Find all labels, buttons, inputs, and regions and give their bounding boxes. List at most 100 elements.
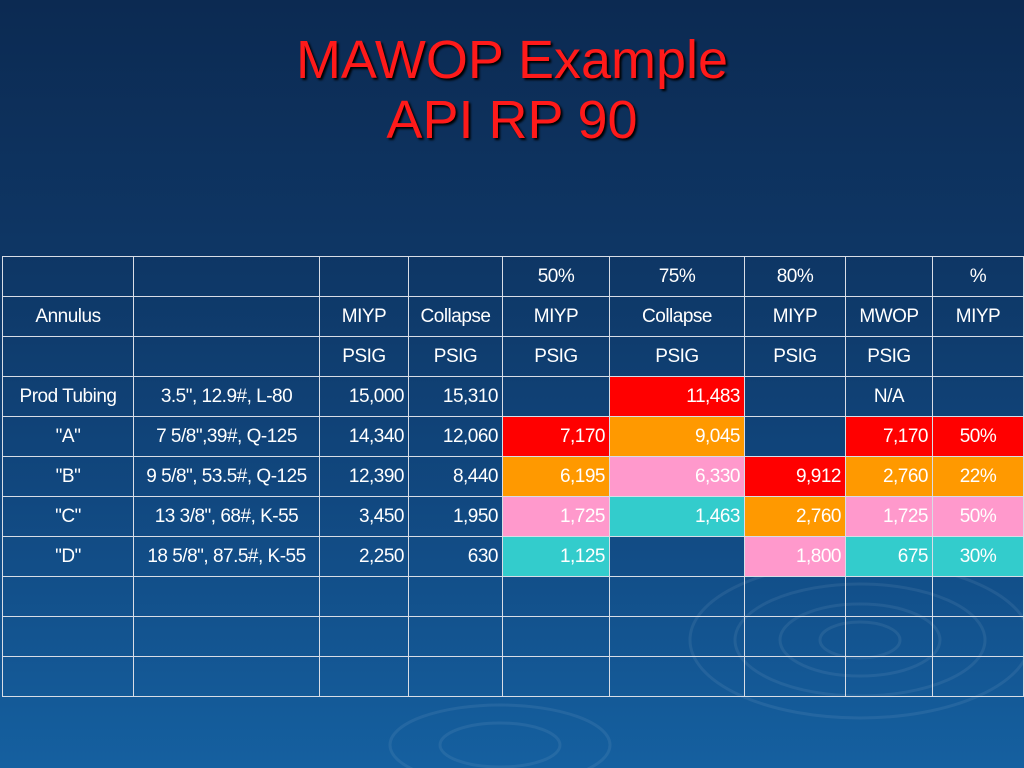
casing-cell: 7 5/8",39#, Q-125: [133, 416, 320, 457]
casing-cell: 9 5/8", 53.5#, Q-125: [133, 456, 320, 497]
empty-cell: [744, 616, 846, 657]
empty-cell: [932, 656, 1024, 697]
header-cell: 75%: [609, 256, 745, 297]
table-row: "B" 9 5/8", 53.5#, Q-125 12,390 8,440 6,…: [2, 456, 1024, 497]
empty-cell: [932, 576, 1024, 617]
miyp-cell: 3,450: [319, 496, 409, 537]
table-row: "C" 13 3/8", 68#, K-55 3,450 1,950 1,725…: [2, 496, 1024, 537]
empty-cell: [845, 656, 933, 697]
empty-cell: [609, 656, 745, 697]
percent-miyp-cell: 50%: [932, 416, 1024, 457]
header-cell: PSIG: [845, 336, 933, 377]
empty-cell: [2, 616, 134, 657]
miyp-80-cell: 9,912: [744, 456, 846, 497]
miyp-50-cell: [502, 376, 610, 417]
empty-cell: [932, 616, 1024, 657]
empty-table-row: [2, 656, 1024, 697]
header-row-1: 50% 75% 80% %: [2, 256, 1024, 297]
slide-title: MAWOP Example API RP 90: [0, 30, 1024, 150]
miyp-cell: 14,340: [319, 416, 409, 457]
empty-cell: [744, 656, 846, 697]
collapse-cell: 630: [408, 536, 503, 577]
header-cell: Collapse: [408, 296, 503, 337]
header-cell: MIYP: [319, 296, 409, 337]
empty-cell: [609, 576, 745, 617]
header-row-3: PSIG PSIG PSIG PSIG PSIG PSIG: [2, 336, 1024, 377]
header-cell: 50%: [502, 256, 610, 297]
header-cell: [133, 336, 320, 377]
header-cell: PSIG: [609, 336, 745, 377]
table-row: "A" 7 5/8",39#, Q-125 14,340 12,060 7,17…: [2, 416, 1024, 457]
collapse-75-cell: 1,463: [609, 496, 745, 537]
empty-cell: [845, 576, 933, 617]
empty-cell: [502, 616, 610, 657]
collapse-cell: 8,440: [408, 456, 503, 497]
empty-cell: [609, 616, 745, 657]
collapse-cell: 15,310: [408, 376, 503, 417]
header-cell: [932, 336, 1024, 377]
miyp-50-cell: 1,725: [502, 496, 610, 537]
header-cell: [133, 256, 320, 297]
header-cell: PSIG: [319, 336, 409, 377]
mwop-cell: N/A: [845, 376, 933, 417]
collapse-cell: 1,950: [408, 496, 503, 537]
header-cell: MIYP: [744, 296, 846, 337]
collapse-75-cell: [609, 536, 745, 577]
percent-miyp-cell: 22%: [932, 456, 1024, 497]
empty-cell: [502, 656, 610, 697]
miyp-50-cell: 1,125: [502, 536, 610, 577]
empty-cell: [133, 576, 320, 617]
annulus-cell: "C": [2, 496, 134, 537]
empty-table-row: [2, 576, 1024, 617]
title-line-1: MAWOP Example: [295, 30, 729, 90]
header-cell: MWOP: [845, 296, 933, 337]
header-cell: 80%: [744, 256, 846, 297]
header-cell: PSIG: [408, 336, 503, 377]
header-row-2: Annulus MIYP Collapse MIYP Collapse MIYP…: [2, 296, 1024, 337]
header-cell: [2, 256, 134, 297]
miyp-80-cell: [744, 376, 846, 417]
header-cell: %: [932, 256, 1024, 297]
header-cell: MIYP: [932, 296, 1024, 337]
collapse-cell: 12,060: [408, 416, 503, 457]
mwop-cell: 675: [845, 536, 933, 577]
miyp-cell: 15,000: [319, 376, 409, 417]
empty-cell: [744, 576, 846, 617]
annulus-cell: "A": [2, 416, 134, 457]
header-cell: Collapse: [609, 296, 745, 337]
header-cell: PSIG: [502, 336, 610, 377]
empty-cell: [133, 656, 320, 697]
miyp-80-cell: [744, 416, 846, 457]
header-cell: Annulus: [2, 296, 134, 337]
header-cell: [408, 256, 503, 297]
annulus-cell: "B": [2, 456, 134, 497]
miyp-80-cell: 1,800: [744, 536, 846, 577]
empty-cell: [845, 616, 933, 657]
empty-cell: [319, 616, 409, 657]
miyp-80-cell: 2,760: [744, 496, 846, 537]
header-cell: [845, 256, 933, 297]
title-line-2: API RP 90: [386, 90, 638, 150]
mwop-cell: 1,725: [845, 496, 933, 537]
percent-miyp-cell: [932, 376, 1024, 417]
empty-table-row: [2, 616, 1024, 657]
casing-cell: 18 5/8", 87.5#, K-55: [133, 536, 320, 577]
empty-cell: [319, 576, 409, 617]
percent-miyp-cell: 30%: [932, 536, 1024, 577]
empty-cell: [2, 576, 134, 617]
miyp-cell: 12,390: [319, 456, 409, 497]
table-row: Prod Tubing 3.5", 12.9#, L-80 15,000 15,…: [2, 376, 1024, 417]
miyp-50-cell: 7,170: [502, 416, 610, 457]
mwop-cell: 2,760: [845, 456, 933, 497]
miyp-cell: 2,250: [319, 536, 409, 577]
collapse-75-cell: 9,045: [609, 416, 745, 457]
header-cell: [133, 296, 320, 337]
annulus-cell: "D": [2, 536, 134, 577]
empty-cell: [2, 656, 134, 697]
empty-cell: [408, 656, 503, 697]
header-cell: [2, 336, 134, 377]
percent-miyp-cell: 50%: [932, 496, 1024, 537]
casing-cell: 13 3/8", 68#, K-55: [133, 496, 320, 537]
miyp-50-cell: 6,195: [502, 456, 610, 497]
header-cell: MIYP: [502, 296, 610, 337]
